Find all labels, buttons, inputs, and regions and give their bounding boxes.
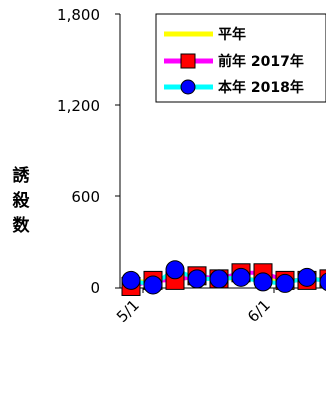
data-point-circle <box>143 275 163 295</box>
y-axis-label-char: 数 <box>13 215 31 236</box>
legend-label-prev: 前年 2017年 <box>218 53 304 70</box>
data-point-circle <box>165 260 185 280</box>
data-point-circle <box>253 272 273 292</box>
series-line-2 <box>130 267 326 288</box>
x-tick-label: 6/1 <box>244 296 274 326</box>
data-point-circle <box>187 269 207 289</box>
y-axis-label-char: 殺 <box>12 190 31 211</box>
legend-marker-circle <box>180 79 196 95</box>
legend-marker-square <box>180 53 196 69</box>
data-point-circle <box>209 269 229 289</box>
data-point-circle <box>319 272 326 291</box>
y-tick-label: 1,200 <box>57 97 100 115</box>
data-point-circle <box>297 267 317 287</box>
data-point-circle <box>275 273 295 293</box>
plot-area <box>121 260 326 296</box>
legend: 平年 前年 2017年 本年 2018年 <box>155 13 326 103</box>
data-point-circle <box>121 270 141 290</box>
y-axis-label: 誘殺数 <box>12 165 31 236</box>
y-tick-label: 600 <box>71 188 100 206</box>
x-tick-label: 5/1 <box>113 296 143 326</box>
legend-label-current: 本年 2018年 <box>218 79 304 96</box>
y-tick-label: 0 <box>90 279 100 297</box>
y-tick-label: 1,800 <box>57 6 100 24</box>
data-point-circle <box>231 267 251 287</box>
y-axis-label-char: 誘 <box>13 165 31 186</box>
legend-label-normal: 平年 <box>218 26 246 43</box>
